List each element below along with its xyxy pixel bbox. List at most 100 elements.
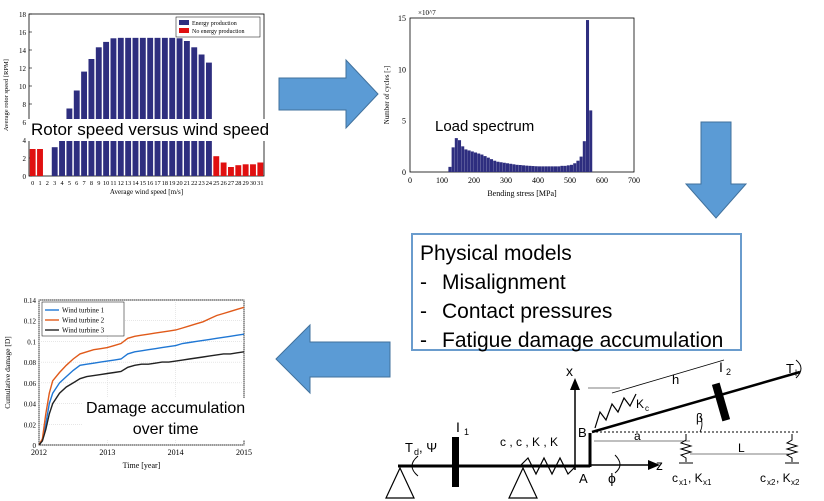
y-tick-label: 0.12 — [24, 318, 37, 326]
plot-frame — [409, 17, 635, 173]
kx1-sub: x1 — [703, 478, 712, 487]
x-tick-label: 8 — [90, 180, 93, 187]
bar — [176, 38, 183, 176]
histogram-bar — [554, 166, 558, 172]
x-tick-label: 9 — [97, 180, 100, 187]
physical-model-label: Misalignment — [442, 271, 566, 294]
y-tick-label: 14 — [19, 47, 27, 55]
y-tick-label: 0.14 — [24, 297, 37, 305]
left-support-icon — [385, 466, 415, 499]
bar — [183, 41, 190, 176]
coupling-label: c , c , K , K — [500, 435, 558, 449]
x-tick-label: 300 — [500, 176, 512, 185]
histogram-bar — [538, 166, 542, 172]
load-caption: Load spectrum — [435, 118, 535, 135]
x-tick-label: 13 — [125, 180, 131, 187]
physical-models-title: Physical models — [420, 242, 572, 265]
i1-sub: 1 — [464, 427, 469, 437]
bar — [110, 38, 117, 176]
inertia-i1-icon — [452, 437, 459, 487]
bar — [235, 165, 242, 176]
y-axis-label: Cumulative damage [D] — [3, 336, 12, 408]
x-tick-label: 18 — [162, 180, 168, 187]
bar — [125, 37, 132, 176]
physical-model-label: Contact pressures — [442, 300, 613, 323]
x-tick-label: 21 — [184, 180, 190, 187]
y-tick-label: 0 — [23, 173, 27, 181]
y-tick-label: 10 — [19, 83, 27, 91]
physical-model-item: - Contact pressures — [420, 300, 613, 323]
histogram-bar — [448, 166, 452, 172]
x-axis-label: x — [566, 363, 573, 379]
y-tick-label: 6 — [23, 119, 27, 127]
histogram-bar — [518, 165, 522, 172]
histogram-bar — [499, 162, 503, 172]
x-tick-label: 28 — [235, 180, 241, 187]
y-tick-label: 2 — [23, 155, 27, 163]
legend-swatch — [179, 28, 189, 33]
x-tick-label: 11 — [110, 180, 116, 187]
y-axis-label: Average rotor speed [RPM] — [3, 59, 10, 131]
histogram-bar — [582, 141, 586, 172]
x-tick-label: 2012 — [31, 448, 47, 457]
x-tick-label: 1 — [38, 180, 41, 187]
bar — [228, 167, 234, 176]
x-tick-label: 23 — [198, 180, 204, 187]
histogram-bar — [512, 164, 516, 172]
cx2-label: c — [760, 471, 766, 485]
bar — [132, 37, 139, 176]
coupling-spring-icon — [519, 456, 577, 476]
x-tick-label: 31 — [257, 180, 263, 187]
histogram-bar — [525, 165, 529, 172]
inertia-i2-icon — [711, 382, 731, 422]
z-axis-label: z — [656, 457, 663, 473]
y-tick-label: 0 — [33, 442, 37, 450]
y-tick-label: 16 — [19, 29, 27, 37]
histogram-bar — [579, 156, 583, 172]
x-tick-label: 600 — [596, 176, 608, 185]
td-label: T — [405, 440, 413, 455]
x2-spring-icon — [785, 434, 799, 462]
bar — [220, 162, 227, 176]
i1-label: I — [456, 419, 460, 435]
legend-box — [175, 16, 261, 38]
psi-label: , Ψ — [419, 440, 437, 455]
bar — [29, 149, 36, 176]
y-tick-label: 12 — [19, 65, 27, 73]
legend-label: Energy production — [192, 21, 237, 27]
histogram-bar — [451, 147, 455, 172]
rotor-caption: Rotor speed versus wind speed — [28, 119, 273, 141]
histogram-bar — [570, 164, 574, 172]
point-b-label: B — [578, 425, 587, 440]
x-tick-label: 20 — [176, 180, 182, 187]
cx1-label: c — [672, 471, 678, 485]
arrow-left-icon — [275, 323, 391, 395]
physical-model-item: - Fatigue damage accumulation — [420, 329, 724, 352]
histogram-bar — [509, 163, 513, 172]
series-line — [38, 333, 245, 446]
x-axis-label: Average wind speed [m/s] — [110, 188, 183, 196]
y-tick-label: 0.1 — [27, 338, 36, 346]
x-tick-label: 2014 — [168, 448, 184, 457]
bar — [250, 164, 256, 176]
y-tick-label: 5 — [402, 117, 406, 126]
histogram-bar — [458, 140, 462, 172]
cx2-sub: x2 — [767, 478, 776, 487]
kx1-label: , K — [688, 471, 703, 485]
x-tick-label: 500 — [564, 176, 576, 185]
i2-sub: 2 — [726, 367, 731, 377]
z-axis-arrow-icon — [648, 460, 660, 470]
bar — [88, 59, 95, 176]
x-tick-label: 2013 — [99, 448, 115, 457]
y-tick-label: 8 — [23, 101, 27, 109]
tl-label: T — [786, 361, 794, 376]
histogram-bar — [496, 161, 500, 172]
x-tick-label: 14 — [132, 180, 139, 187]
x-tick-label: 0 — [31, 180, 34, 187]
histogram-bar — [502, 162, 506, 172]
arrow-right-icon — [278, 58, 379, 130]
point-a-label: A — [579, 471, 588, 486]
x-tick-label: 24 — [206, 180, 213, 187]
L-label: L — [738, 441, 745, 455]
